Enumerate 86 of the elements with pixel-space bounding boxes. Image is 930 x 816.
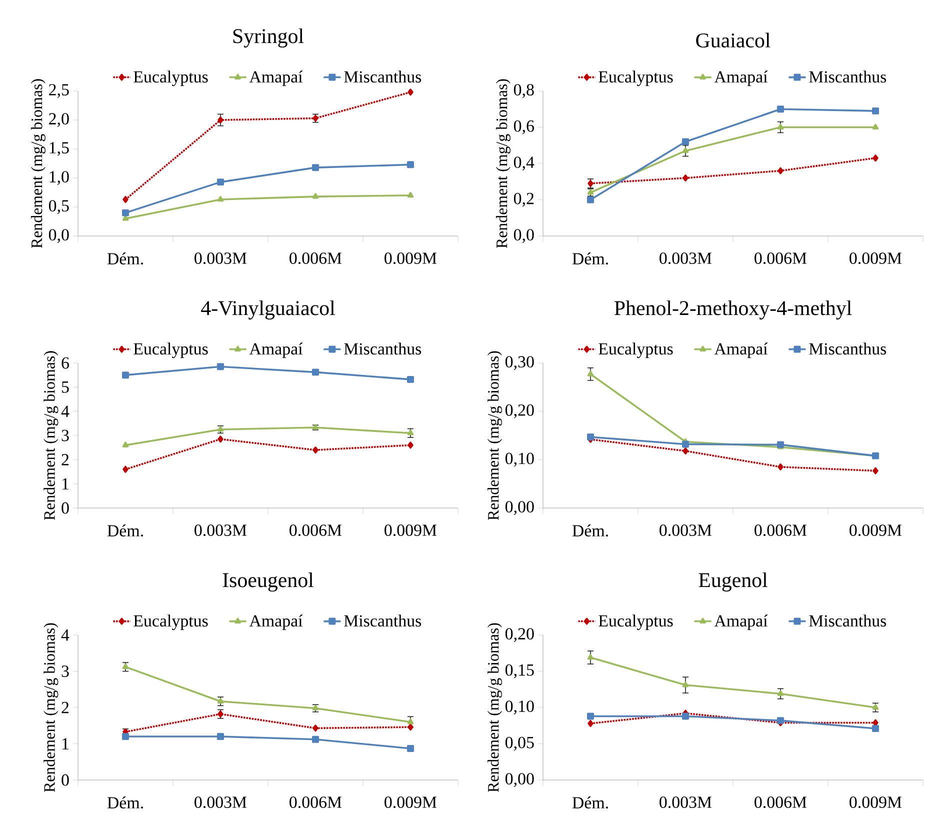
y-tick-label: 0 [62,774,69,786]
y-tick-label: 0,20 [505,404,534,418]
legend-label: Amapaí [249,342,303,358]
chart-title: Guaiacol [696,32,770,48]
y-tick-label: 3 [62,666,69,677]
y-tick-label: 6 [62,357,69,369]
legend-label: Miscanthus [344,614,422,627]
x-tick-label: 0.003M [660,796,712,808]
y-tick-label: 0,2 [514,192,534,207]
y-tick-label: 4 [61,629,70,641]
y-tick-label: 0,8 [514,84,534,98]
legend-label: Eucalyptus [134,342,208,358]
y-tick-label: 0,6 [514,120,534,134]
x-tick-label: 0.009M [384,796,437,808]
legend-label: Amapaí [714,70,768,86]
legend-label: Miscanthus [809,70,886,83]
y-tick-label: 0,20 [505,628,534,642]
y-tick-label: 1,0 [50,171,69,185]
y-tick-label: 4 [61,406,70,417]
legend-label: Amapaí [249,70,303,86]
x-tick-label: Dém. [107,524,143,537]
legend-label: Miscanthus [809,342,886,355]
y-tick-label: 2,5 [49,84,69,98]
y-tick-label: 0,00 [505,773,534,787]
legend-label: Eucalyptus [134,614,208,630]
y-tick-label: 0,15 [505,664,534,678]
y-axis-title: Rendement (mg/g biomas) [44,623,58,792]
x-tick-label: 0.006M [754,252,807,264]
x-tick-label: 0.009M [850,524,902,536]
y-axis-title: Rendement (mg/g biomas) [488,623,502,792]
y-tick-label: 3 [62,430,69,442]
y-tick-label: 0 [62,502,69,514]
x-tick-label: 0.003M [660,252,712,264]
y-tick-label: 0,30 [505,356,534,370]
y-tick-label: 0,00 [505,501,534,515]
legend-label: Amapaí [249,614,303,630]
legend-label: Amapaí [714,342,768,358]
legend-label: Eucalyptus [598,70,673,86]
x-tick-label: 0.009M [384,524,437,536]
x-tick-label: 0.006M [754,524,807,536]
legend-label: Eucalyptus [598,342,673,358]
y-tick-label: 0,10 [505,700,534,714]
x-tick-label: 0.003M [194,524,247,536]
y-tick-label: 1 [62,478,68,490]
x-tick-label: Dém. [572,524,608,537]
x-tick-label: 0.003M [194,252,247,264]
y-axis-title: Rendement (mg/g biomas) [488,351,502,520]
x-tick-label: 0.006M [290,796,342,808]
x-tick-label: 0.006M [290,524,342,536]
y-tick-label: 0,05 [505,736,534,751]
legend-label: Miscanthus [344,70,422,83]
legend-label: Eucalyptus [134,70,208,86]
x-tick-label: Dém. [572,252,608,265]
legend-label: Eucalyptus [598,614,673,630]
chart-title: 4-Vinylguaiacol [201,300,335,320]
y-tick-label: 0,4 [514,156,534,170]
x-tick-label: Dém. [107,796,143,809]
x-tick-label: 0.009M [384,252,437,264]
y-tick-label: 0,5 [48,200,69,214]
y-tick-label: 5 [62,382,69,393]
x-tick-label: Dém. [572,796,608,809]
chart-title: Eugenol [698,572,768,592]
y-tick-label: 2,0 [49,113,69,127]
x-tick-label: 0.009M [850,252,902,264]
x-tick-label: 0.009M [850,796,902,808]
chart-title: Isoeugenol [222,572,314,592]
chart-title: Phenol-2-methoxy-4-methyl [614,300,852,320]
y-tick-label: 1,5 [50,142,69,156]
legend-label: Amapaí [714,614,768,630]
x-tick-label: 0.003M [194,796,247,808]
y-tick-label: 0,10 [505,452,534,467]
x-tick-label: 0.003M [660,524,712,536]
y-tick-label: 2 [62,454,69,466]
y-axis-title: Rendement (mg/g biomas) [44,351,58,520]
y-axis-title: Rendement (mg/g biomas) [496,79,510,248]
legend-label: Miscanthus [809,614,886,627]
x-tick-label: Dém. [107,252,143,265]
y-tick-label: 2 [62,702,69,714]
x-tick-label: 0.006M [754,796,807,808]
x-tick-label: 0.006M [290,252,342,264]
y-tick-label: 1 [62,738,68,750]
y-axis-title: Rendement (mg/g biomas) [30,79,46,248]
chart-title: Syringol [233,28,304,48]
legend-label: Miscanthus [344,342,422,355]
y-tick-label: 0,0 [48,229,69,243]
y-tick-label: 0,0 [514,229,534,243]
